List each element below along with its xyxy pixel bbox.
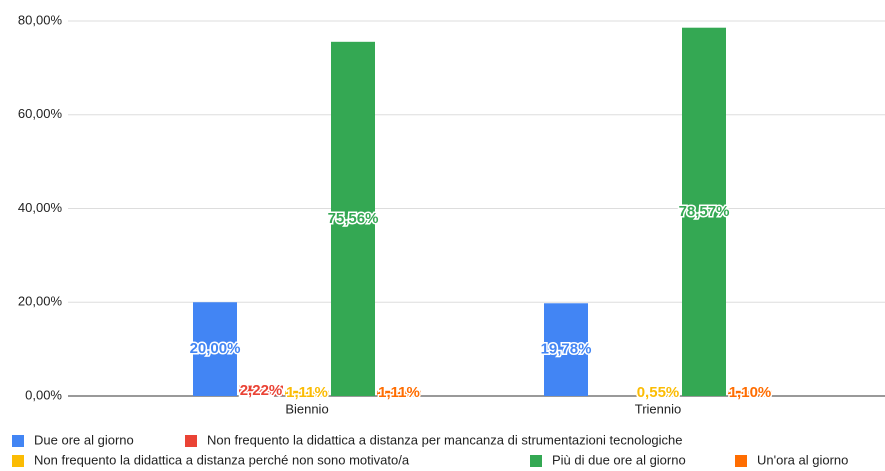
bar (239, 385, 283, 396)
legend-swatch (12, 435, 24, 447)
y-tick-label: 80,00% (18, 12, 63, 27)
legend-label: Più di due ore al giorno (552, 452, 686, 467)
bar (728, 390, 772, 396)
bar (193, 302, 237, 396)
bar (377, 390, 421, 396)
value-label: 78,57% (679, 203, 730, 220)
y-tick-label: 40,00% (18, 200, 63, 215)
bar (544, 303, 588, 396)
value-label: 75,56% (328, 210, 379, 227)
legend-label: Non frequento la didattica a distanza pe… (207, 432, 683, 447)
y-tick-label: 60,00% (18, 106, 63, 121)
legend-swatch (12, 455, 24, 467)
bar (682, 27, 726, 396)
legend-label: Un'ora al giorno (757, 452, 848, 467)
legend-swatch (735, 455, 747, 467)
value-label: 0,55% (637, 384, 680, 401)
value-label: 19,78% (541, 341, 592, 358)
y-tick-label: 20,00% (18, 294, 63, 309)
value-label: 1,11% (286, 384, 328, 401)
value-label: 1,10% (729, 384, 772, 401)
y-tick-label: 0,00% (25, 387, 62, 402)
value-label: 1,11% (378, 384, 420, 401)
bar (285, 390, 329, 396)
value-label: 20,00% (190, 340, 241, 357)
legend-swatch (530, 455, 542, 467)
legend-label: Non frequento la didattica a distanza pe… (34, 452, 410, 467)
legend-swatch (185, 435, 197, 447)
x-tick-label: Biennio (285, 401, 328, 416)
x-tick-label: Triennio (635, 401, 681, 416)
bar (636, 393, 680, 396)
value-label: 2,22% (240, 382, 283, 399)
bar (331, 41, 375, 396)
legend-label: Due ore al giorno (34, 432, 134, 447)
